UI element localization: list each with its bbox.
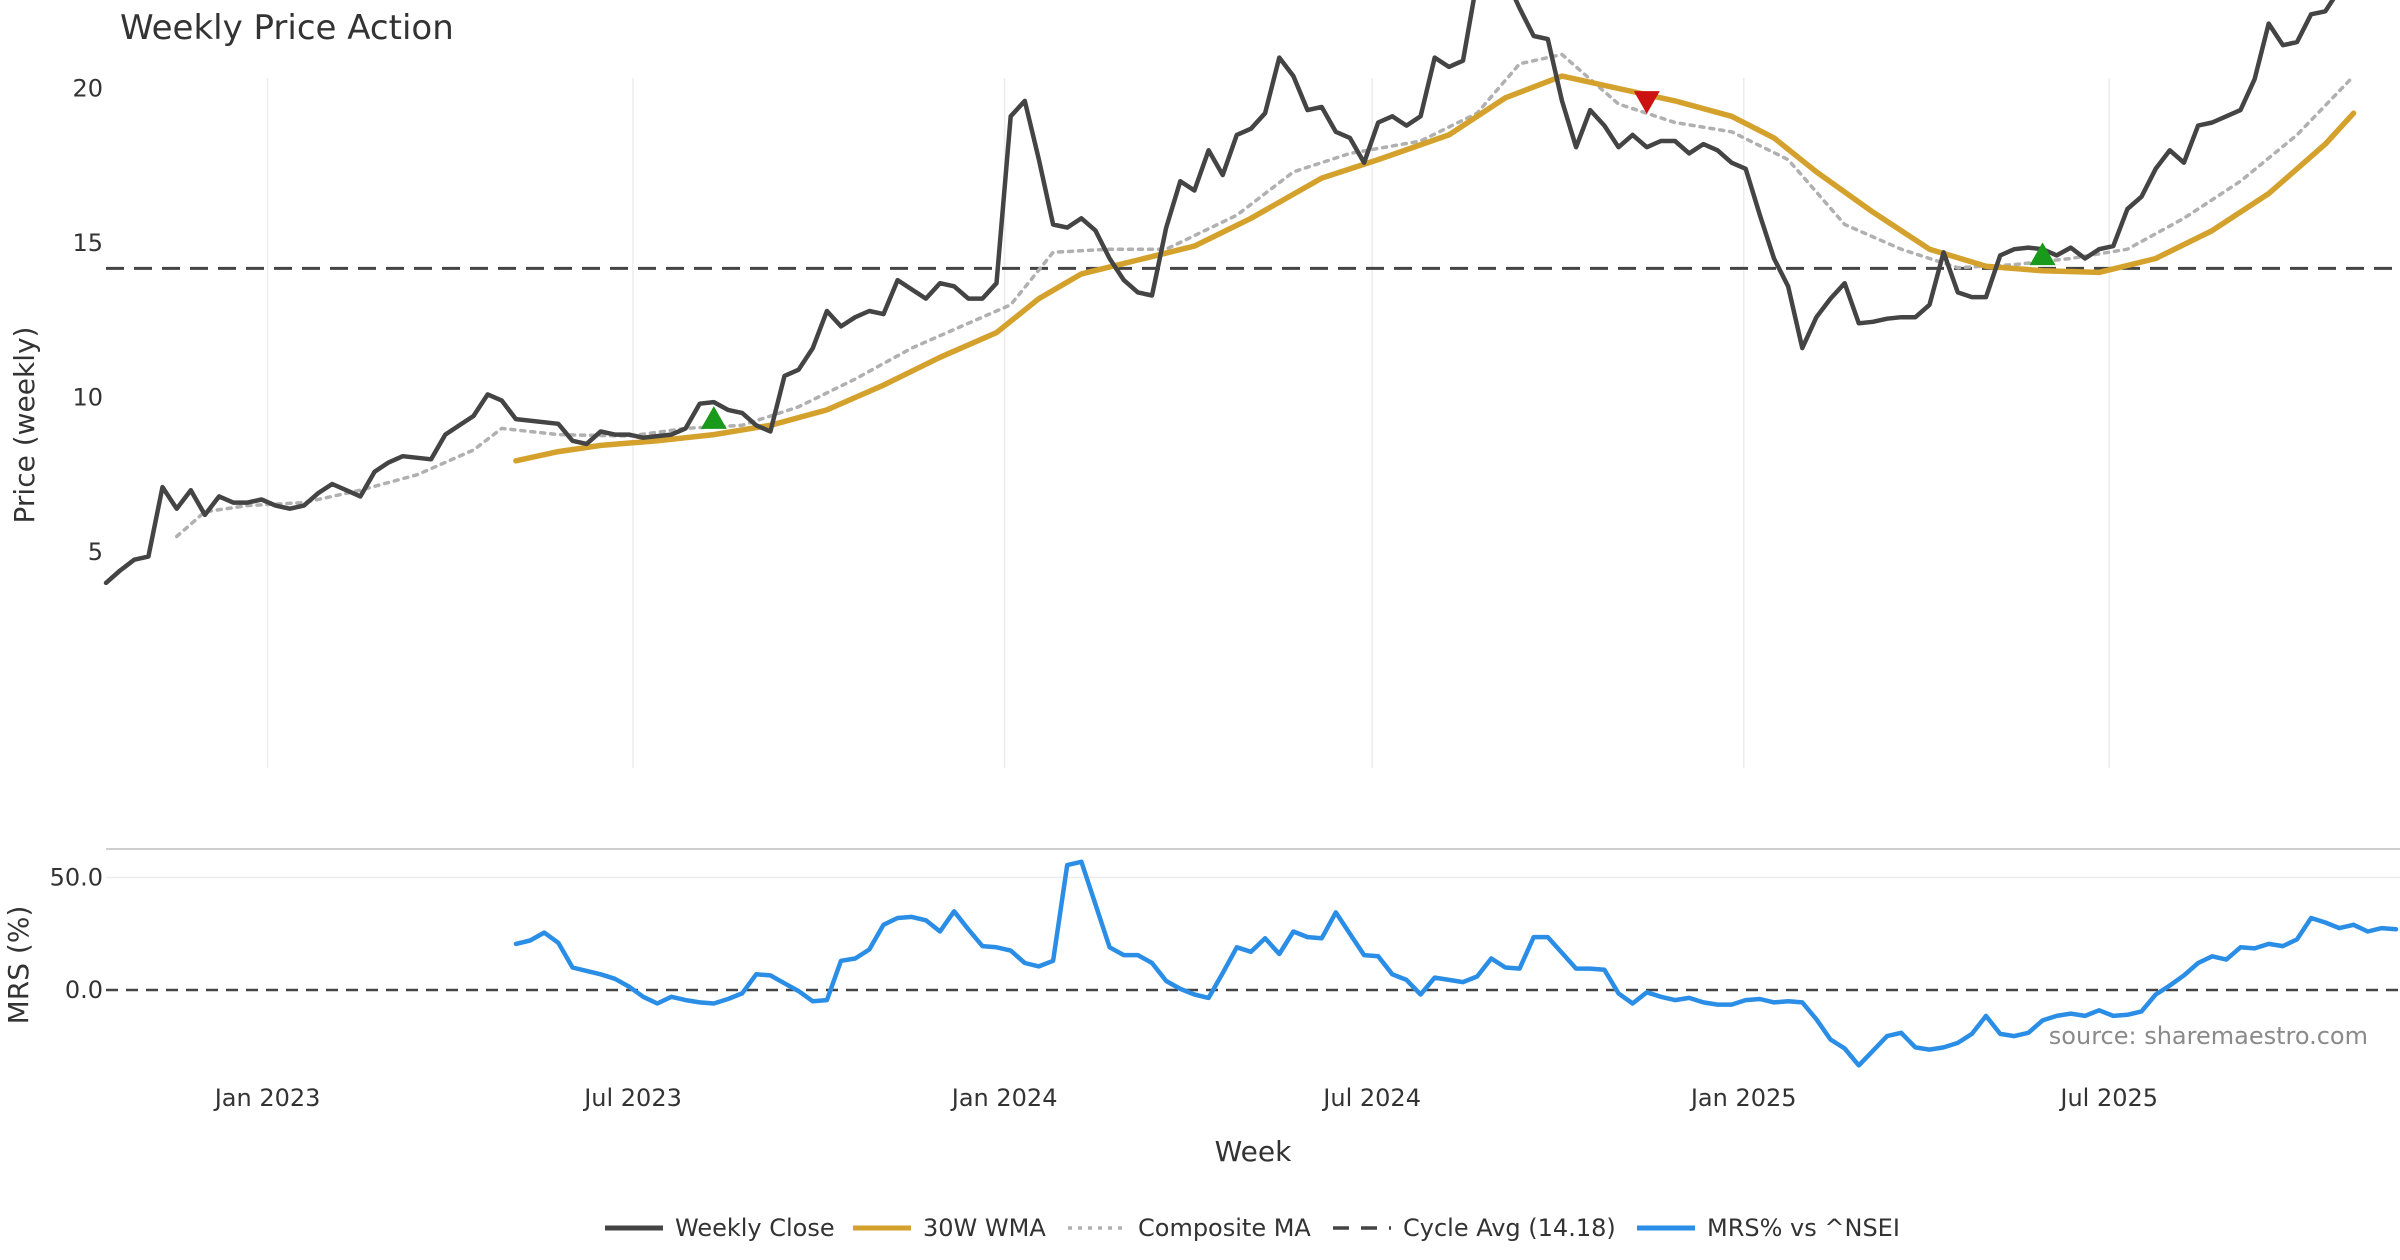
x-tick-label: Jan 2024 bbox=[950, 1084, 1058, 1112]
weekly-close-line bbox=[103, 0, 2336, 586]
legend-label: Cycle Avg (14.18) bbox=[1403, 1214, 1616, 1242]
x-axis-label: Week bbox=[1215, 1135, 1292, 1168]
mrs-y-tick-labels: 0.0 50.0 bbox=[50, 864, 103, 1005]
x-tick-label: Jul 2024 bbox=[1321, 1084, 1421, 1112]
mrs-y-axis-label: MRS (%) bbox=[2, 906, 35, 1025]
x-tick-label: Jan 2025 bbox=[1689, 1084, 1797, 1112]
source-note: source: sharemaestro.com bbox=[2049, 1022, 2368, 1050]
x-tick-label: Jan 2023 bbox=[213, 1084, 321, 1112]
x-tick-label: Jul 2025 bbox=[2058, 1084, 2158, 1112]
signal-markers bbox=[700, 91, 2056, 429]
price-y-tick-label: 10 bbox=[72, 384, 103, 412]
composite-ma-line bbox=[174, 52, 2356, 539]
legend-item: 30W WMA bbox=[853, 1214, 1046, 1242]
price-y-tick-label: 20 bbox=[72, 75, 103, 103]
wma-30w-line bbox=[513, 73, 2357, 464]
mrs-y-tick-label: 0.0 bbox=[65, 976, 103, 1004]
legend-item: Composite MA bbox=[1068, 1214, 1311, 1242]
legend-label: 30W WMA bbox=[923, 1214, 1046, 1242]
legend-item: Cycle Avg (14.18) bbox=[1333, 1214, 1616, 1242]
chart-title: Weekly Price Action bbox=[120, 8, 454, 48]
legend-label: Composite MA bbox=[1138, 1214, 1311, 1242]
price-y-tick-label: 15 bbox=[72, 229, 103, 257]
legend-item: MRS% vs ^NSEI bbox=[1637, 1214, 1900, 1242]
legend-label: MRS% vs ^NSEI bbox=[1707, 1214, 1900, 1242]
legend-item: Weekly Close bbox=[605, 1214, 835, 1242]
price-series-group bbox=[103, 0, 2357, 586]
mrs-series-group bbox=[513, 859, 2399, 1068]
x-tick-labels: Jan 2023 Jul 2023 Jan 2024 Jul 2024 Jan 2025… bbox=[213, 1084, 2158, 1112]
buy-signal-marker bbox=[2029, 242, 2056, 266]
price-y-tick-labels: 510152025 bbox=[72, 75, 103, 567]
buy-signal-marker bbox=[700, 406, 727, 429]
legend: Weekly Close 30W WMA Composite MA Cycle Avg… bbox=[605, 1214, 1900, 1242]
mrs-line bbox=[513, 859, 2399, 1068]
sell-signal-marker bbox=[1633, 91, 1660, 114]
price-y-tick-label: 5 bbox=[88, 538, 103, 566]
price-y-axis-label: Price (weekly) bbox=[8, 327, 41, 524]
x-tick-label: Jul 2023 bbox=[582, 1084, 682, 1112]
mrs-y-tick-label: 50.0 bbox=[50, 864, 103, 892]
legend-label: Weekly Close bbox=[675, 1214, 835, 1242]
